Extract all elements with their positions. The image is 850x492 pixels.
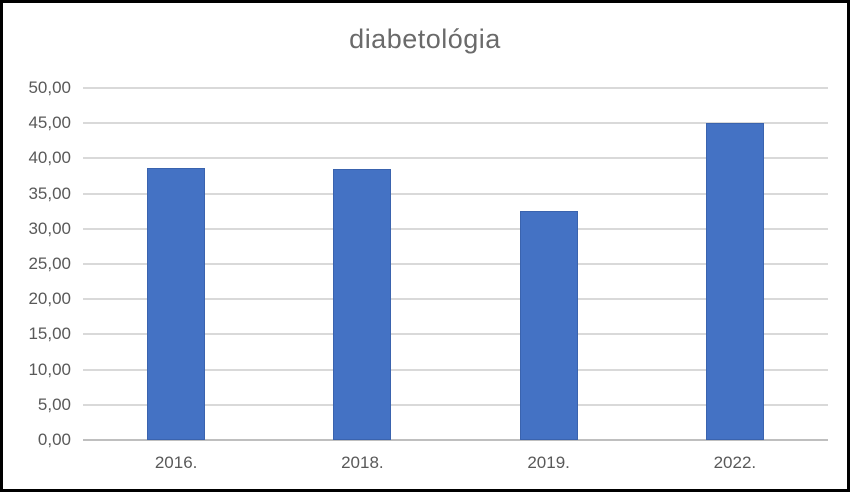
gridline (83, 192, 828, 195)
y-axis-tick-label: 15,00 (28, 324, 71, 344)
gridline (83, 227, 828, 230)
bar-2022 (705, 123, 764, 440)
x-axis-line (83, 439, 828, 441)
gridline (83, 368, 828, 371)
bar-2016 (147, 167, 206, 440)
y-axis-tick-label: 20,00 (28, 289, 71, 309)
y-axis-tick-label: 0,00 (37, 430, 71, 449)
plot-area (83, 87, 828, 441)
x-axis-category-label: 2019. (527, 453, 570, 472)
gridline (83, 263, 828, 265)
x-axis-category-label: 2018. (341, 453, 384, 472)
bar-2019 (519, 211, 578, 440)
gridline (83, 333, 828, 336)
gridline (83, 87, 828, 89)
gridline (83, 403, 828, 406)
y-axis-tick-label: 10,00 (28, 359, 71, 379)
gridline (83, 157, 828, 160)
y-axis-tick-label: 30,00 (28, 218, 71, 238)
y-axis-tick-label: 45,00 (28, 113, 71, 133)
bar-2018 (333, 168, 392, 440)
chart-title: diabetológia (349, 24, 501, 54)
x-axis-category-label: 2022. (713, 453, 757, 472)
y-axis-tick-label: 35,00 (28, 183, 71, 203)
x-axis-category-label: 2016. (154, 453, 198, 472)
gridline (83, 122, 828, 125)
y-axis-tick-label: 25,00 (28, 254, 71, 273)
y-axis-tick-label: 50,00 (28, 78, 71, 97)
y-axis-tick-label: 5,00 (37, 394, 71, 414)
gridline (83, 298, 828, 301)
y-axis-tick-label: 40,00 (28, 148, 71, 168)
